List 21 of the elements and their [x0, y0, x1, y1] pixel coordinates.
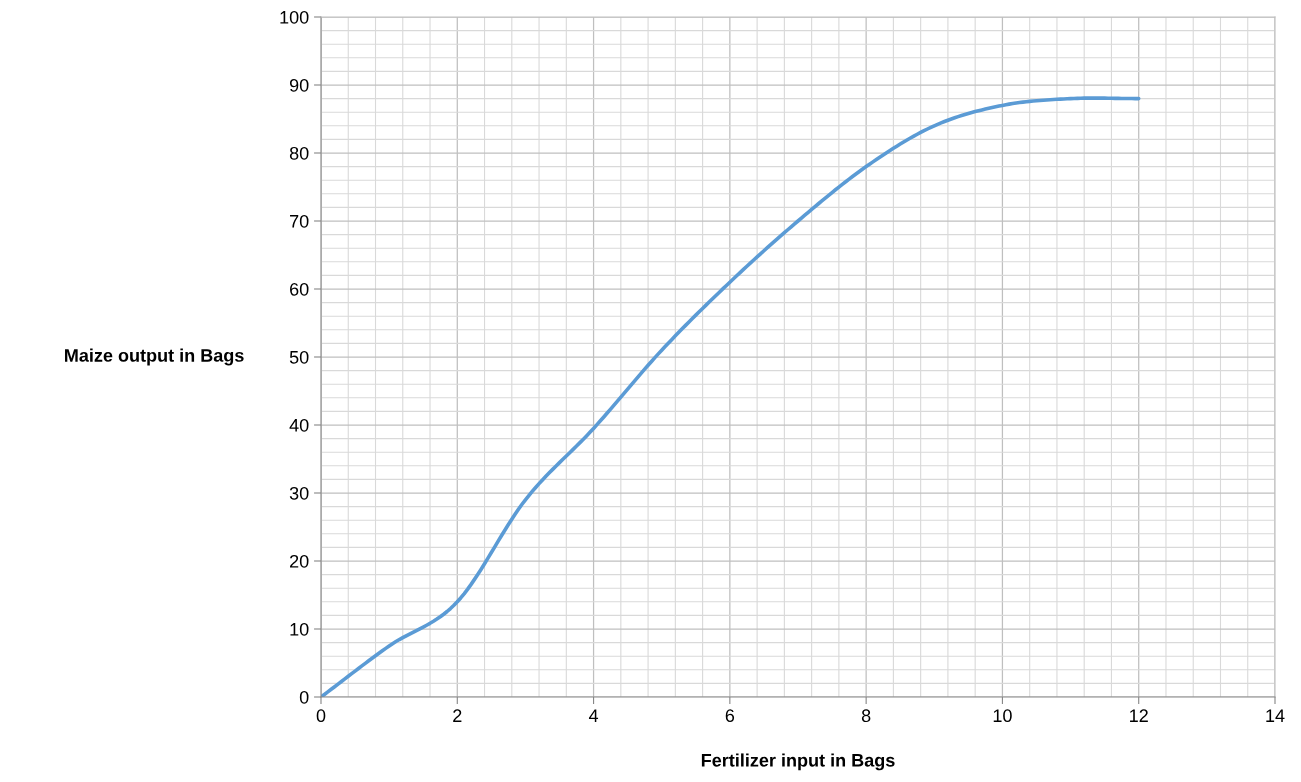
x-tick-label: 8 — [861, 709, 871, 723]
x-axis-title: Fertilizer input in Bags — [701, 753, 895, 771]
y-tick-label: 60 — [290, 282, 309, 296]
x-tick-label: 2 — [453, 709, 462, 722]
x-tick-label: 6 — [725, 709, 735, 723]
y-tick-label: 20 — [290, 554, 309, 568]
y-axis-title: Maize output in Bags — [65, 348, 244, 366]
y-tick-label: 10 — [290, 622, 309, 636]
x-tick-label: 10 — [993, 709, 1012, 723]
x-tick-label: 4 — [588, 709, 599, 722]
y-tick-label: 100 — [280, 10, 309, 24]
x-tick-label: 0 — [316, 709, 326, 723]
y-tick-label: 80 — [289, 146, 309, 160]
y-tick-label: 90 — [289, 78, 309, 92]
x-tick-label: 12 — [1130, 709, 1148, 722]
y-tick-label: 30 — [289, 486, 309, 500]
y-tick-label: 40 — [289, 418, 309, 432]
y-tick-label: 0 — [299, 690, 309, 704]
y-tick-label: 50 — [289, 350, 309, 364]
y-tick-label: 70 — [290, 214, 309, 228]
x-tick-label: 14 — [1266, 709, 1285, 722]
